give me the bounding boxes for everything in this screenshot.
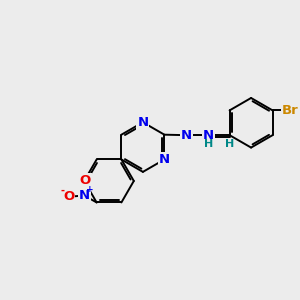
Text: +: + — [86, 185, 94, 194]
Text: O: O — [63, 190, 74, 203]
Text: N: N — [203, 129, 214, 142]
Text: H: H — [204, 139, 213, 149]
Text: N: N — [159, 153, 170, 166]
Text: N: N — [181, 129, 192, 142]
Text: H: H — [225, 139, 235, 149]
Text: N: N — [79, 189, 90, 202]
Text: -: - — [61, 186, 65, 196]
Text: Br: Br — [282, 104, 299, 117]
Text: N: N — [137, 116, 148, 129]
Text: O: O — [80, 174, 91, 187]
